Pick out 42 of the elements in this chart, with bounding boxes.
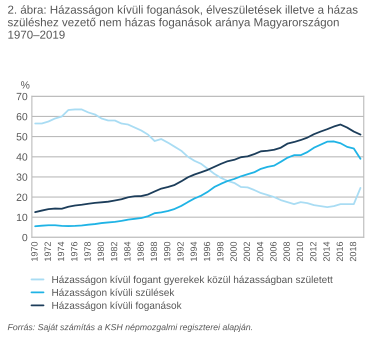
chart-title: 2. ábra: Házasságon kívüli foganások, élveszületések illetve a házas szüléshez vezető nem házas foganások aránya Magyarországon 1970–2019 bbox=[8, 5, 358, 39]
x-tick-label: 1996 bbox=[204, 242, 210, 261]
x-tick-label: 1998 bbox=[217, 242, 224, 261]
legend-label: Házasságon kívüli foganások bbox=[52, 301, 182, 311]
y-tick-label: 50 bbox=[16, 133, 28, 140]
x-tick-label: 1986 bbox=[137, 242, 144, 261]
x-tick-label: 2002 bbox=[244, 242, 250, 262]
line-series bbox=[34, 124, 362, 214]
x-tick-label: 1970 bbox=[31, 242, 38, 261]
y-tick-label: 0 bbox=[22, 234, 28, 242]
x-tick-label: 1992 bbox=[177, 242, 184, 261]
line-series bbox=[34, 108, 362, 208]
y-tick-label: 20 bbox=[16, 194, 28, 201]
x-tick-label: 2008 bbox=[283, 242, 290, 262]
x-tick-label: 1972 bbox=[44, 242, 51, 261]
x-tick-label: 2000 bbox=[230, 242, 237, 262]
x-tick-label: 2006 bbox=[270, 242, 277, 262]
x-tick-label: 1976 bbox=[71, 242, 78, 261]
y-tick-label: 40 bbox=[16, 153, 28, 161]
x-tick-label: 1988 bbox=[150, 242, 158, 261]
x-tick-label: 2016 bbox=[336, 242, 343, 262]
x-tick-label: 1982 bbox=[110, 242, 118, 261]
legend-label: Házasságon kívüli szülések bbox=[52, 288, 174, 298]
x-tick-label: 2018 bbox=[350, 242, 356, 262]
line-series bbox=[34, 140, 362, 228]
x-tick-label: 2010 bbox=[296, 242, 304, 262]
x-tick-label: 2012 bbox=[310, 242, 316, 262]
x-tick-label: 1994 bbox=[190, 242, 197, 261]
x-tick-label: 1974 bbox=[58, 242, 64, 261]
legend-label: Házasságon kívül fogant gyerekek közül házasságban született bbox=[52, 276, 333, 286]
x-tick-label: 1984 bbox=[124, 242, 131, 261]
x-tick-label: 1978 bbox=[84, 242, 91, 261]
x-tick-label: 2004 bbox=[256, 242, 264, 262]
y-axis-title: % bbox=[20, 81, 30, 89]
x-tick-label: 1980 bbox=[98, 242, 104, 261]
y-tick-label: 70 bbox=[16, 92, 28, 100]
y-tick-label: 60 bbox=[16, 112, 28, 120]
y-tick-label: 10 bbox=[16, 214, 28, 222]
y-tick-label: 30 bbox=[16, 173, 28, 181]
x-tick-label: 2014 bbox=[323, 242, 330, 262]
text: Forrás: Saját számítás a KSH népmozgalmi regiszterei alapján. bbox=[8, 324, 252, 332]
x-tick-label: 1990 bbox=[164, 242, 170, 261]
